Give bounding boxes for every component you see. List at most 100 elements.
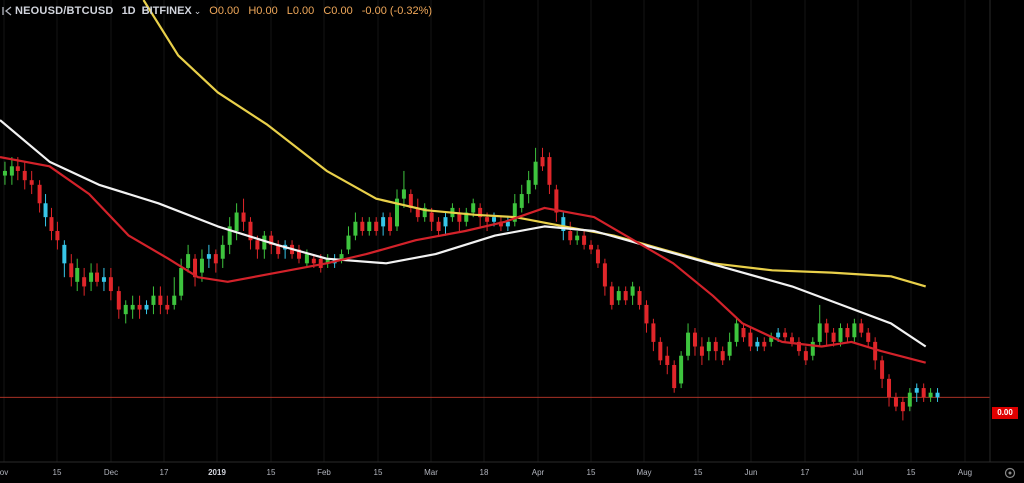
- candle-body: [276, 244, 281, 255]
- candle-body: [296, 249, 301, 259]
- x-tick-label: 15: [374, 468, 383, 477]
- candle-body: [658, 341, 663, 361]
- candle-body: [692, 332, 697, 347]
- candle-body: [360, 221, 365, 231]
- candle-body: [255, 240, 260, 250]
- candle-body: [193, 258, 198, 278]
- candle-body: [241, 212, 246, 222]
- candle-body: [845, 328, 850, 338]
- candle-body: [644, 304, 649, 324]
- high-value: H0.00: [248, 5, 278, 17]
- timeframe-label[interactable]: 1D: [121, 5, 136, 17]
- change-value: -0.00 (-0.32%): [361, 5, 433, 17]
- exchange-label[interactable]: BITFINEX: [141, 5, 192, 17]
- candle-body: [734, 323, 739, 342]
- x-tick-label: 15: [587, 468, 596, 477]
- candle-body: [741, 328, 746, 338]
- candle-body: [637, 291, 642, 305]
- candle-body: [561, 217, 566, 231]
- candle-body: [796, 341, 801, 352]
- candle-body: [540, 157, 545, 167]
- chevron-down-icon[interactable]: ⌄: [193, 5, 202, 16]
- candle-body: [651, 323, 656, 342]
- ma-line: [0, 119, 927, 348]
- candle-body: [82, 277, 87, 287]
- candle-body: [29, 180, 34, 185]
- candle-body: [62, 244, 67, 264]
- collapse-icon[interactable]: [2, 6, 12, 16]
- candle-body: [533, 161, 538, 185]
- candle-body: [769, 337, 774, 342]
- candle-body: [713, 341, 718, 352]
- candle-body: [137, 304, 142, 310]
- candle-body: [227, 226, 232, 245]
- candle-body: [130, 304, 135, 310]
- candle-body: [686, 332, 691, 356]
- candle-body: [304, 254, 309, 264]
- candle-body: [817, 323, 822, 342]
- candle-body: [422, 207, 427, 218]
- candle-body: [727, 341, 732, 356]
- candle-body: [443, 217, 448, 227]
- x-tick-label: Mar: [424, 468, 438, 477]
- candle-body: [602, 263, 607, 287]
- candle-body: [762, 341, 767, 347]
- candle-body: [519, 194, 524, 208]
- x-tick-label: 15: [907, 468, 916, 477]
- candle-body: [866, 332, 871, 342]
- candle-body: [859, 323, 864, 333]
- low-value: L0.00: [286, 5, 315, 17]
- candle-body: [269, 235, 274, 245]
- candlestick-series: [2, 147, 940, 421]
- x-tick-label: 17: [801, 468, 810, 477]
- candle-body: [374, 221, 379, 231]
- candle-body: [512, 203, 517, 222]
- x-tick-label: 15: [694, 468, 703, 477]
- candle-body: [609, 286, 614, 305]
- candle-body: [108, 277, 113, 292]
- candle-body: [123, 304, 128, 315]
- candle-body: [464, 212, 469, 222]
- candle-body: [589, 244, 594, 250]
- candle-body: [665, 355, 670, 365]
- candle-body: [893, 397, 898, 407]
- candle-body: [852, 323, 857, 338]
- candle-body: [783, 332, 788, 338]
- open-value: O0.00: [209, 5, 240, 17]
- candle-body: [381, 217, 386, 227]
- settings-icon[interactable]: [1004, 467, 1016, 479]
- chart-grid: [3, 0, 966, 462]
- x-tick-label: 15: [267, 468, 276, 477]
- candle-body: [408, 194, 413, 208]
- candle-body: [388, 217, 393, 231]
- time-axis: ov 15 Dec 17 2019 15 Feb 15 Mar 18 Apr 15 May 15 Jun 17…: [0, 468, 972, 477]
- x-tick-label: Jul: [853, 468, 863, 477]
- candle-body: [568, 231, 573, 241]
- candle-body: [248, 221, 253, 241]
- candle-body: [672, 364, 677, 389]
- candle-body: [234, 212, 239, 231]
- candle-body: [101, 277, 106, 282]
- candle-body: [914, 388, 919, 393]
- candle-body: [595, 249, 600, 264]
- candle-body: [471, 203, 476, 213]
- candle-body: [831, 332, 836, 342]
- candle-body: [838, 328, 843, 342]
- candle-body: [498, 221, 503, 227]
- candle-body: [935, 392, 940, 398]
- candle-body: [2, 170, 7, 176]
- candle-body: [928, 392, 933, 398]
- x-tick-label: 2019: [208, 468, 226, 477]
- x-tick-label: Dec: [104, 468, 118, 477]
- symbol-name[interactable]: NEOUSD/BTCUSD: [15, 5, 114, 17]
- candle-body: [526, 180, 531, 195]
- candle-body: [429, 212, 434, 222]
- candle-body: [311, 258, 316, 264]
- symbol-header: NEOUSD/BTCUSD 1D BITFINEX ⌄ O0.00 H0.00 …: [0, 0, 438, 22]
- ma-line: [142, 0, 927, 288]
- candle-body: [921, 388, 926, 398]
- candle-body: [873, 341, 878, 361]
- candle-body: [165, 304, 170, 310]
- candle-body: [55, 231, 60, 241]
